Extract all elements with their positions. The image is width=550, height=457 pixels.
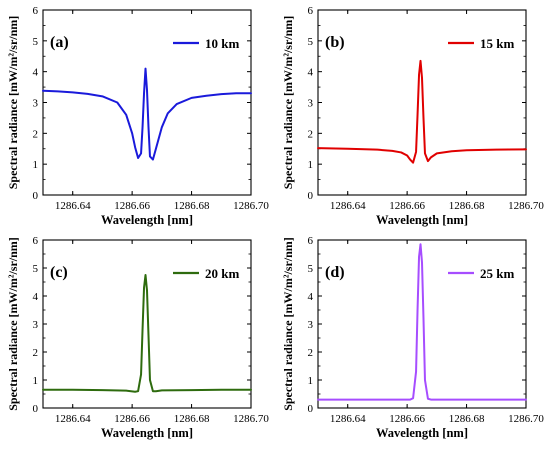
y-tick-label: 0 [33,403,39,415]
chart-panel-1: 0 1 2 3 4 5 6 1286.64 1286.66 1286.68 1286.70 Wavel… [6,5,269,227]
y-tick-label: 6 [308,235,314,247]
series-line-20-km [42,274,252,393]
y-tick-label: 1 [33,159,39,171]
y-tick-label: 5 [33,36,39,48]
x-tick-label: 1286.64 [55,413,91,425]
legend-label: 15 km [480,36,514,51]
y-tick-label: 2 [308,128,314,140]
x-tick-label: 1286.64 [330,200,366,212]
y-tick-label: 3 [33,319,39,331]
y-tick-label: 6 [33,5,39,17]
y-axis-label: Spectral radiance [mW/m²/sr/nm] [6,16,20,190]
y-axis-label: Spectral radiance [mW/m²/sr/nm] [281,237,295,411]
y-tick-label: 4 [308,291,314,303]
y-tick-label: 6 [308,5,314,17]
legend-label: 10 km [205,36,239,51]
y-tick-label: 1 [308,159,314,171]
y-axis-label: Spectral radiance [mW/m²/sr/nm] [281,16,295,190]
y-tick-label: 1 [308,375,314,387]
x-axis-label: Wavelength [nm] [101,213,193,227]
chart-panel-3: 0 1 2 3 4 5 6 1286.64 1286.66 1286.68 1286.70 Wavel… [6,235,269,440]
panel-label: (c) [50,264,68,281]
series-line-10-km [42,67,252,161]
y-tick-label: 0 [308,190,314,202]
y-tick-label: 4 [33,67,39,79]
x-tick-label: 1286.68 [174,200,210,212]
legend-label: 25 km [480,266,514,281]
panel-label: (d) [325,264,345,281]
panel-label: (b) [325,34,345,51]
x-axis-label: Wavelength [nm] [376,213,468,227]
x-tick-label: 1286.70 [508,413,544,425]
x-tick-label: 1286.64 [55,200,91,212]
y-tick-label: 1 [33,375,39,387]
y-tick-label: 5 [308,263,314,275]
y-tick-label: 3 [308,98,314,110]
y-tick-label: 4 [33,291,39,303]
x-tick-label: 1286.68 [449,413,485,425]
chart-panel-2: 0 1 2 3 4 5 6 1286.64 1286.66 1286.68 1286.70 Wavel… [281,5,544,227]
y-tick-label: 4 [308,67,314,79]
x-tick-label: 1286.66 [389,413,425,425]
legend-label: 20 km [205,266,239,281]
y-tick-label: 5 [33,263,39,275]
y-tick-label: 3 [33,98,39,110]
x-tick-label: 1286.66 [114,200,150,212]
chart-panel-4: 0 1 2 3 4 5 6 1286.64 1286.66 1286.68 1286.70 Wavel… [281,235,544,440]
x-tick-label: 1286.70 [508,200,544,212]
x-tick-label: 1286.68 [174,413,210,425]
y-tick-label: 2 [33,347,39,359]
y-tick-label: 0 [33,190,39,202]
x-tick-label: 1286.66 [389,200,425,212]
x-axis-label: Wavelength [nm] [101,426,193,440]
x-tick-label: 1286.64 [330,413,366,425]
y-axis-label: Spectral radiance [mW/m²/sr/nm] [6,237,20,411]
y-tick-label: 0 [308,403,314,415]
x-axis-label: Wavelength [nm] [376,426,468,440]
y-tick-label: 6 [33,235,39,247]
series-line-25-km [317,243,527,401]
y-tick-label: 5 [308,36,314,48]
x-tick-label: 1286.66 [114,413,150,425]
y-tick-label: 2 [33,128,39,140]
panel-label: (a) [50,34,69,51]
x-tick-label: 1286.70 [233,200,269,212]
y-tick-label: 3 [308,319,314,331]
x-tick-label: 1286.68 [449,200,485,212]
y-tick-label: 2 [308,347,314,359]
x-tick-label: 1286.70 [233,413,269,425]
series-line-15-km [317,59,527,164]
